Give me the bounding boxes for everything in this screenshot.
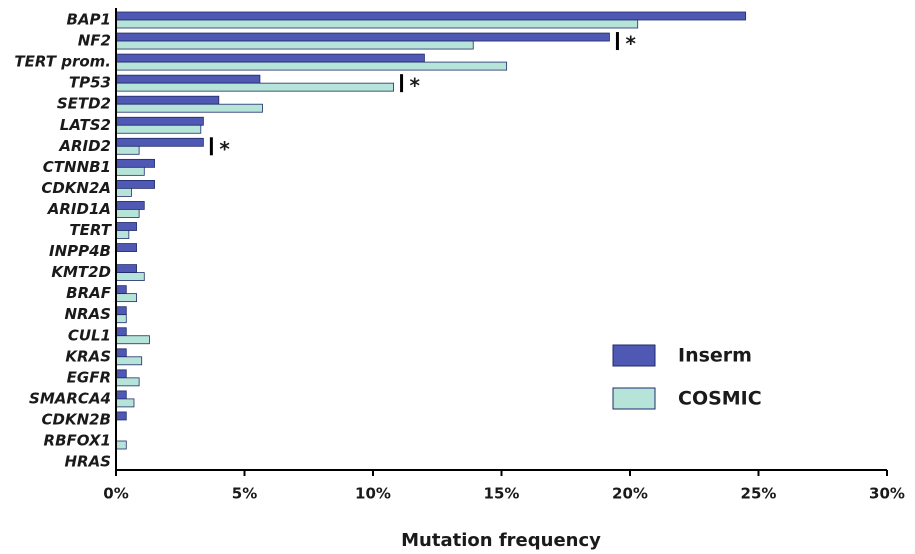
significance-star: *: [410, 74, 421, 98]
bar: [115, 61, 508, 71]
bar: [115, 137, 204, 147]
bar: [115, 11, 747, 21]
legend-swatch: [612, 344, 656, 367]
bar: [115, 356, 143, 366]
x-tick-label: 25%: [741, 485, 777, 503]
y-tick-label: INPP4B: [49, 242, 111, 260]
bar: [115, 32, 610, 42]
x-tick-label: 0%: [103, 485, 128, 503]
bar: [115, 116, 204, 126]
y-tick-label: HRAS: [64, 453, 111, 471]
bar: [115, 179, 155, 189]
significance-star: *: [219, 137, 230, 161]
y-tick-label: BAP1: [67, 11, 111, 29]
bar: [115, 95, 220, 105]
bar: [115, 230, 130, 239]
y-tick-label: SETD2: [57, 95, 111, 113]
bar: [115, 390, 127, 400]
y-tick-label: ARID1A: [47, 200, 111, 218]
y-tick-label: SMARCA4: [29, 389, 111, 407]
y-tick-label: BRAF: [66, 284, 112, 302]
y-tick-label: CDKN2B: [41, 410, 111, 428]
x-tick-label: 15%: [484, 485, 520, 503]
bar: [115, 145, 140, 155]
bar: [115, 314, 127, 324]
bar: [115, 103, 263, 113]
bar: [115, 124, 202, 134]
bar: [115, 166, 145, 176]
bar: [115, 82, 394, 92]
legend-label: Inserm: [678, 345, 752, 367]
bar: [115, 327, 127, 337]
legend-label: COSMIC: [678, 388, 762, 410]
bar: [115, 74, 261, 84]
bar: [115, 398, 135, 408]
y-tick-label: CDKN2A: [41, 179, 111, 197]
bar: [115, 440, 127, 450]
bar: [115, 264, 137, 274]
y-tick-label: ARID2: [58, 137, 111, 155]
significance-star: *: [625, 32, 636, 56]
bar: [115, 187, 132, 197]
y-tick-label: LATS2: [60, 116, 111, 134]
bar: [115, 53, 425, 63]
y-tick-label: CTNNB1: [43, 158, 111, 176]
bar: [115, 19, 639, 29]
y-tick-label: NRAS: [64, 305, 111, 323]
x-tick-label: 5%: [232, 485, 257, 503]
bar: [115, 306, 127, 316]
legend-swatch: [612, 387, 656, 410]
bar: [115, 348, 127, 358]
bar: [115, 369, 127, 379]
x-tick-label: 10%: [355, 485, 391, 503]
x-tick-label: 20%: [612, 485, 648, 503]
y-tick-label: CUL1: [68, 326, 111, 344]
bar: [115, 377, 140, 387]
bar: [115, 285, 127, 295]
y-tick-label: EGFR: [67, 368, 111, 386]
y-tick-label: RBFOX1: [44, 432, 111, 450]
y-tick-label: KMT2D: [51, 263, 111, 281]
bar: [115, 201, 145, 210]
bar: [115, 411, 127, 421]
x-axis-title: Mutation frequency: [401, 530, 601, 551]
bar: [115, 335, 150, 345]
y-tick-label: TP53: [69, 74, 111, 92]
x-tick-label: 30%: [869, 485, 905, 503]
bar: [115, 40, 474, 50]
y-tick-label: TERT: [69, 221, 112, 239]
y-tick-label: NF2: [78, 32, 111, 50]
bar: [115, 272, 145, 282]
bar: [115, 243, 137, 252]
y-tick-label: KRAS: [65, 347, 111, 365]
bar: [115, 209, 140, 218]
bar: [115, 158, 155, 168]
bar: [115, 293, 137, 303]
y-tick-label: TERT prom.: [14, 53, 111, 71]
bar: [115, 222, 137, 231]
